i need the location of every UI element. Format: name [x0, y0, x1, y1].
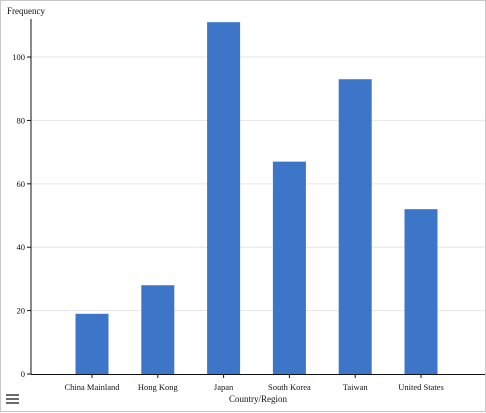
y-tick-label: 0	[21, 369, 25, 379]
bar[interactable]	[141, 285, 175, 374]
hamburger-menu-icon[interactable]	[6, 394, 19, 405]
y-tick-label: 60	[17, 179, 26, 189]
x-tick-label: China Mainland	[64, 382, 120, 392]
x-tick-label: United States	[398, 382, 444, 392]
bar[interactable]	[207, 22, 241, 374]
y-tick-label: 80	[17, 115, 26, 125]
bar[interactable]	[272, 161, 306, 374]
y-tick-label: 20	[17, 306, 26, 316]
bar[interactable]	[404, 209, 438, 374]
x-axis-label: Country/Region	[229, 394, 287, 404]
axes	[30, 19, 485, 375]
y-ticks: 0 20 40 60 80 100	[12, 52, 31, 379]
x-ticks: China Mainland Hong Kong Japan South Korea T…	[64, 374, 444, 392]
x-tick-label: Japan	[214, 382, 234, 392]
bar[interactable]	[338, 79, 372, 375]
y-axis-label: Frequency	[7, 6, 45, 16]
y-tick-label: 100	[12, 52, 25, 62]
x-tick-label: Hong Kong	[138, 382, 179, 392]
x-tick-label: South Korea	[268, 382, 311, 392]
bar[interactable]	[75, 313, 109, 374]
bars	[75, 22, 438, 375]
x-tick-label: Taiwan	[343, 382, 369, 392]
y-tick-label: 40	[17, 242, 26, 252]
